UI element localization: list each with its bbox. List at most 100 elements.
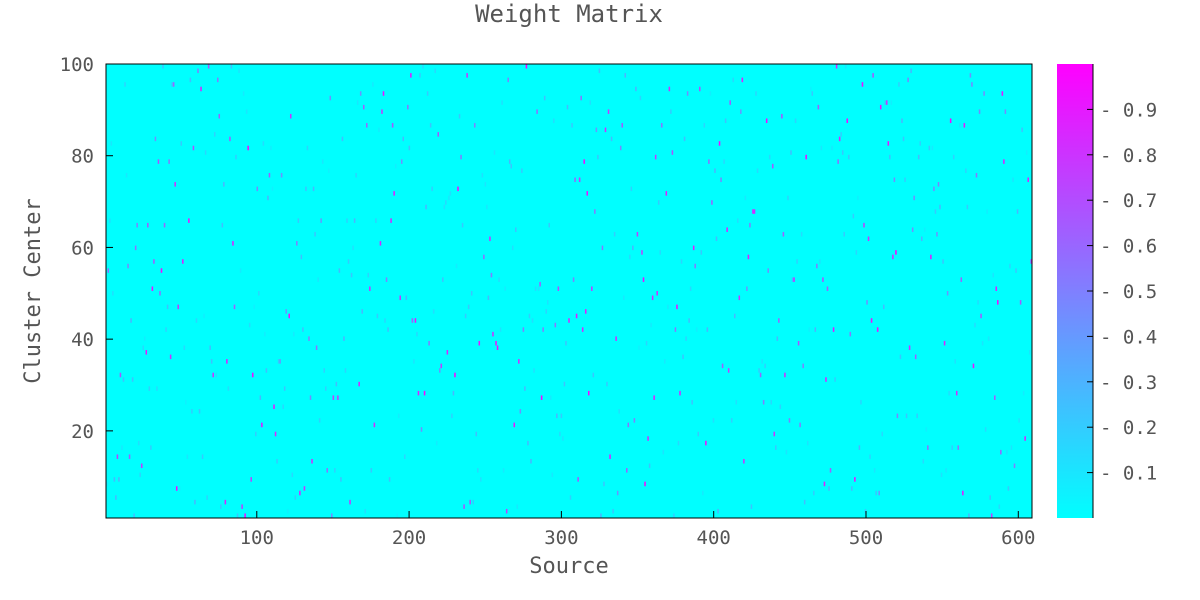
heatmap-cell: [390, 218, 392, 223]
heatmap-cell: [511, 245, 514, 251]
heatmap-cell: [315, 345, 318, 351]
heatmap-cell: [481, 172, 484, 178]
heatmap-cell: [312, 186, 315, 192]
heatmap-cell: [464, 313, 467, 319]
heatmap-cell: [592, 372, 595, 378]
heatmap-cell: [154, 136, 157, 142]
heatmap-cell: [708, 159, 710, 164]
heatmap-cell: [378, 127, 380, 133]
heatmap-cell: [896, 413, 899, 419]
heatmap-cell: [718, 141, 721, 146]
heatmap-cell: [384, 318, 386, 323]
heatmap-cell: [803, 499, 806, 505]
colorbar-tick-label: - 0.5: [1100, 281, 1157, 303]
heatmap-cell: [943, 340, 946, 346]
heatmap-cell: [714, 168, 716, 173]
heatmap-cell: [537, 286, 540, 291]
x-tick-label: 300: [544, 527, 578, 549]
heatmap-cell: [139, 472, 141, 478]
heatmap-cell: [288, 313, 290, 319]
colorbar-tick-label: - 0.7: [1100, 190, 1157, 212]
heatmap-cell: [183, 345, 186, 351]
heatmap-cell: [829, 468, 832, 473]
heatmap-cell: [178, 486, 181, 491]
heatmap-cell: [467, 304, 470, 310]
heatmap-cell: [221, 222, 224, 228]
heatmap-cell: [907, 77, 909, 83]
heatmap-cell: [147, 222, 149, 228]
heatmap-cell: [949, 118, 952, 124]
heatmap-cell: [902, 136, 905, 142]
heatmap-cell: [562, 436, 564, 441]
heatmap-cell: [682, 354, 684, 360]
heatmap-cell: [546, 300, 549, 305]
heatmap-cell: [823, 481, 826, 487]
heatmap-cell: [296, 241, 298, 246]
heatmap-cell: [667, 304, 669, 310]
heatmap-cell: [381, 109, 383, 114]
heatmap-cell: [726, 227, 728, 232]
heatmap-cell: [116, 454, 119, 459]
heatmap-cell: [130, 318, 132, 323]
heatmap-cell: [349, 499, 351, 505]
heatmap-cell: [863, 222, 865, 228]
heatmap-cell: [574, 177, 576, 183]
heatmap-cell: [730, 418, 733, 423]
heatmap-cell: [974, 322, 976, 328]
heatmap-cell: [331, 513, 333, 518]
heatmap-cell: [338, 268, 341, 273]
heatmap-cell: [112, 291, 114, 296]
heatmap-cell: [186, 454, 189, 459]
heatmap-cell: [890, 100, 893, 105]
heatmap-cell: [778, 318, 780, 323]
heatmap-cell: [162, 64, 164, 69]
heatmap-cell: [369, 286, 371, 291]
heatmap-cell: [817, 104, 820, 110]
heatmap-cell: [756, 168, 759, 173]
colorbar-tick-label: - 0.6: [1100, 236, 1157, 258]
heatmap-cell: [697, 431, 699, 437]
heatmap-cell: [857, 195, 859, 201]
heatmap-cell: [274, 431, 277, 437]
heatmap-cell: [267, 195, 269, 201]
heatmap-cell: [475, 431, 478, 437]
heatmap-cell: [761, 359, 763, 364]
heatmap-cell: [299, 490, 301, 496]
heatmap-cell: [577, 477, 579, 482]
heatmap-cell: [121, 445, 123, 450]
heatmap-cell: [939, 204, 941, 210]
heatmap-cell: [948, 390, 950, 396]
heatmap-cell: [927, 445, 929, 450]
heatmap-cell: [411, 318, 414, 323]
heatmap-cell: [504, 286, 506, 291]
heatmap-cell: [110, 141, 113, 146]
heatmap-cell: [428, 340, 430, 346]
heatmap-cell: [662, 449, 665, 455]
heatmap-cell: [276, 458, 278, 464]
heatmap-cell: [232, 241, 234, 246]
heatmap-cell: [584, 309, 587, 314]
heatmap-cell: [449, 191, 452, 196]
heatmap-cell: [820, 145, 823, 151]
heatmap-cell: [784, 372, 786, 378]
x-axis: 100 200 300 400 500 600: [240, 511, 1035, 549]
heatmap-cell: [828, 486, 830, 491]
heatmap-cell: [247, 145, 249, 151]
heatmap-cell: [811, 91, 814, 96]
heatmap-cell: [671, 150, 674, 155]
heatmap-cell: [997, 300, 999, 305]
heatmap-cell: [137, 440, 140, 446]
heatmap-cell: [297, 218, 300, 223]
heatmap-cell: [648, 463, 651, 469]
heatmap-cell: [318, 418, 321, 423]
heatmap-cell: [533, 368, 535, 373]
heatmap-cell: [525, 64, 528, 69]
heatmap-cell: [604, 127, 607, 133]
heatmap-cell: [364, 508, 367, 514]
heatmap-cell: [711, 200, 713, 205]
heatmap-cell: [1003, 159, 1005, 164]
heatmap-cell: [1019, 300, 1022, 305]
heatmap-cell: [705, 440, 707, 446]
heatmap-cell: [805, 154, 807, 160]
heatmap-cell: [361, 309, 363, 314]
